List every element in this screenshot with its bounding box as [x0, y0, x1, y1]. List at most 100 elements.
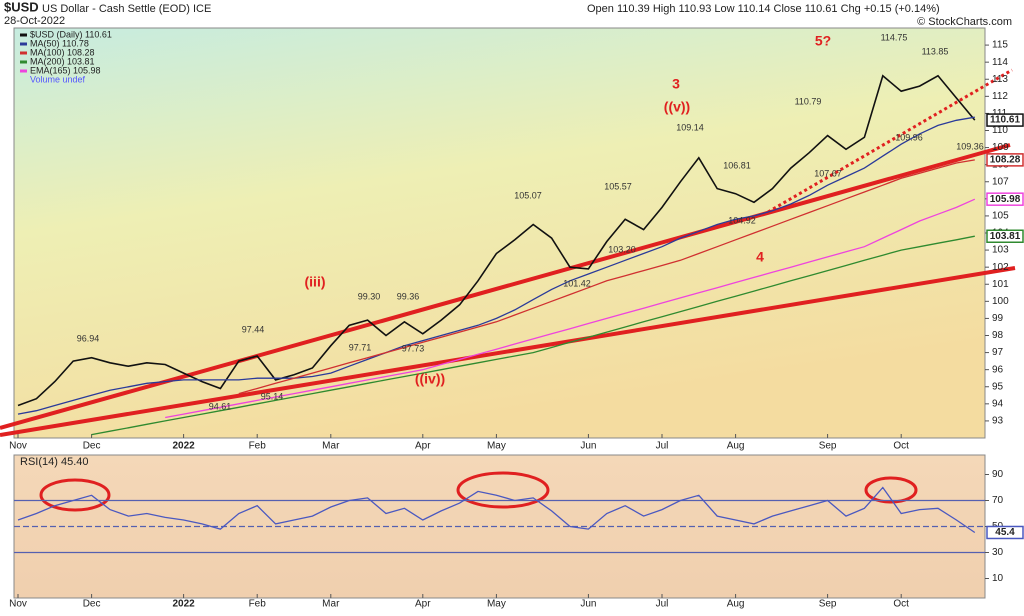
value-tag — [986, 229, 1024, 243]
legend-label: EMA(165) 105.98 — [30, 65, 101, 75]
x-tick-label: Jun — [580, 441, 596, 452]
date: 28-Oct-2022 — [4, 15, 65, 27]
price-annotation: 97.44 — [242, 324, 265, 334]
x-tick-label: Jul — [656, 599, 669, 610]
wave-label: 5? — [815, 33, 831, 49]
trendline-dotted — [767, 68, 1013, 214]
x-tick-label: 2022 — [172, 441, 195, 452]
wave-label: ((v)) — [664, 99, 690, 115]
y-tick-label: 113 — [992, 74, 1008, 85]
x-tick-label: Aug — [727, 441, 745, 452]
series-line — [238, 159, 975, 395]
x-tick-label: Oct — [893, 441, 909, 452]
legend-label: MA(50) 110.78 — [30, 38, 89, 48]
price-annotation: 105.57 — [604, 181, 632, 191]
x-tick-label: Oct — [893, 599, 909, 610]
wave-label: ((iv)) — [415, 371, 445, 387]
y-tick-label: 10 — [992, 573, 1004, 584]
x-tick-label: Apr — [415, 599, 431, 610]
series-line — [17, 486, 976, 534]
y-tick-label: 103 — [992, 245, 1009, 256]
x-tick-label: Mar — [322, 599, 340, 610]
x-tick-label: Jul — [656, 441, 669, 452]
value-tag — [986, 525, 1024, 540]
y-tick-label: 105 — [992, 211, 1009, 222]
value-tag — [986, 113, 1024, 127]
panel-title: RSI(14) 45.40 — [20, 456, 88, 468]
trendline — [0, 266, 1016, 437]
legend-label: $USD (Daily) 110.61 — [30, 29, 112, 39]
value-tag-label: 103.81 — [990, 231, 1021, 242]
price-annotation: 104.92 — [728, 215, 756, 225]
highlight-ellipse — [39, 478, 111, 512]
x-tick-label: Sep — [819, 599, 837, 610]
x-tick-label: May — [487, 441, 506, 452]
y-tick-label: 94 — [992, 398, 1004, 409]
symbol: $USD — [4, 0, 39, 14]
x-tick-label: Jun — [580, 599, 596, 610]
instrument-name: US Dollar - Cash Settle (EOD) ICE — [42, 3, 211, 15]
credit: © StockCharts.com — [917, 16, 1012, 28]
price-panel — [13, 27, 986, 439]
y-tick-label: 112 — [992, 91, 1008, 102]
x-tick-label: Dec — [83, 599, 101, 610]
series-line — [165, 198, 976, 419]
highlight-ellipse — [456, 471, 550, 509]
price-annotation: 103.20 — [608, 244, 636, 254]
x-tick-label: Feb — [249, 599, 267, 610]
series-line — [17, 74, 976, 407]
series-line — [17, 116, 975, 415]
x-tick-label: Sep — [819, 441, 837, 452]
price-annotation: 101.42 — [563, 278, 591, 288]
wave-label: 4 — [756, 249, 764, 265]
y-tick-label: 114 — [992, 57, 1008, 68]
y-tick-label: 95 — [992, 381, 1004, 392]
y-tick-label: 96 — [992, 364, 1004, 375]
x-tick-label: May — [487, 599, 506, 610]
y-tick-label: 100 — [992, 296, 1009, 307]
x-tick-label: Nov — [9, 599, 27, 610]
y-tick-label: 30 — [992, 547, 1004, 558]
price-annotation: 107.67 — [814, 168, 842, 178]
y-tick-label: 98 — [992, 330, 1004, 341]
value-tag-label: 45.4 — [995, 527, 1015, 538]
x-tick-label: Feb — [249, 441, 267, 452]
y-tick-label: 107 — [992, 176, 1009, 187]
legend-label: MA(100) 108.28 — [30, 47, 95, 57]
y-tick-label: 93 — [992, 416, 1004, 427]
y-tick-label: 102 — [992, 262, 1009, 273]
x-tick-label: Mar — [322, 441, 340, 452]
y-tick-label: 101 — [992, 279, 1009, 290]
price-annotation: 109.14 — [676, 122, 704, 132]
price-annotation: 99.36 — [397, 291, 420, 301]
highlight-ellipse — [864, 476, 918, 504]
price-annotation: 97.71 — [349, 342, 372, 352]
x-tick-label: Apr — [415, 441, 431, 452]
y-tick-label: 70 — [992, 495, 1004, 506]
legend-label: MA(200) 103.81 — [30, 56, 95, 66]
value-tag-label: 108.28 — [990, 155, 1021, 166]
price-annotation: 97.73 — [402, 343, 425, 353]
price-annotation: 106.81 — [723, 160, 751, 170]
price-annotation: 96.94 — [77, 333, 100, 343]
x-tick-label: Nov — [9, 441, 27, 452]
x-tick-label: Dec — [83, 441, 101, 452]
wave-label: 3 — [672, 76, 680, 92]
y-tick-label: 99 — [992, 313, 1004, 324]
value-tag — [986, 153, 1024, 167]
price-annotation: 95.14 — [261, 391, 284, 401]
price-annotation: 109.96 — [895, 132, 923, 142]
price-annotation: 109.36 — [956, 141, 984, 151]
header: $USD US Dollar - Cash Settle (EOD) ICE 2… — [4, 0, 1012, 28]
rsi-panel — [13, 454, 986, 599]
price-annotation: 113.85 — [922, 46, 949, 56]
x-tick-label: 2022 — [172, 599, 195, 610]
y-tick-label: 115 — [992, 40, 1008, 51]
x-tick-label: Aug — [727, 599, 745, 610]
y-tick-label: 109 — [992, 142, 1009, 153]
price-annotation: 114.75 — [881, 32, 908, 42]
price-annotation: 99.30 — [358, 291, 381, 301]
legend-label: Volume undef — [30, 74, 86, 84]
y-tick-label: 97 — [992, 347, 1004, 358]
